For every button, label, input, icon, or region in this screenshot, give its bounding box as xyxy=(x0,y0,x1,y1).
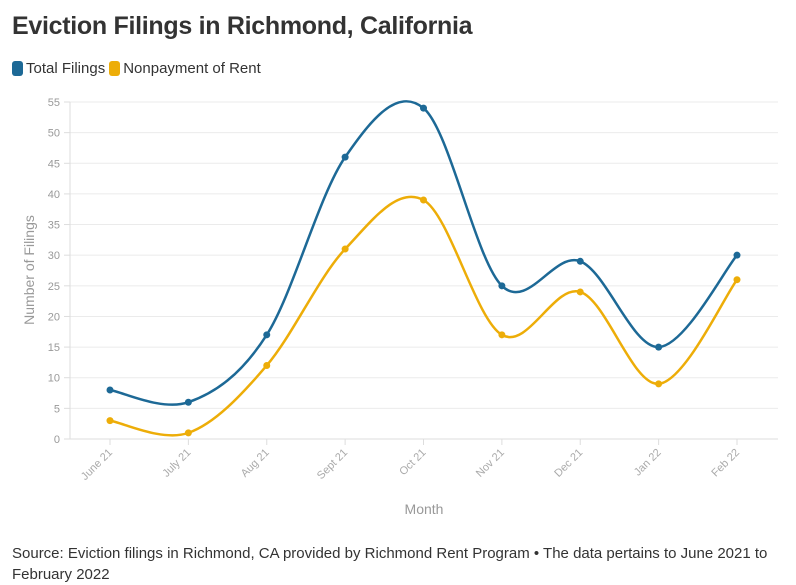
data-point-total xyxy=(184,398,192,406)
legend-item-nonpayment[interactable]: Nonpayment of Rent xyxy=(109,60,261,77)
legend-swatch-total xyxy=(12,61,23,76)
x-tick-label: Oct 21 xyxy=(397,447,428,478)
data-point-nonpayment xyxy=(498,331,506,339)
y-tick-label: 40 xyxy=(48,189,60,201)
data-point-total xyxy=(341,153,349,161)
x-axis-label: Month xyxy=(405,501,444,517)
legend-swatch-nonpayment xyxy=(109,61,121,76)
x-tick-label: Feb 22 xyxy=(709,447,742,480)
data-point-nonpayment xyxy=(263,361,271,369)
x-tick-label: June 21 xyxy=(79,447,115,483)
data-point-nonpayment xyxy=(733,276,741,284)
x-tick-label: Sept 21 xyxy=(315,447,350,482)
legend-item-total[interactable]: Total Filings xyxy=(12,60,105,77)
data-point-total xyxy=(733,251,741,259)
legend-label-total: Total Filings xyxy=(26,60,106,77)
data-point-nonpayment xyxy=(106,417,114,425)
data-point-total xyxy=(263,331,271,339)
y-tick-label: 25 xyxy=(48,281,60,293)
x-tick-label: July 21 xyxy=(160,447,193,480)
y-tick-label: 55 xyxy=(48,97,60,109)
series-line-nonpayment xyxy=(109,195,738,437)
chart-title: Eviction Filings in Richmond, California xyxy=(12,12,473,40)
data-point-total xyxy=(420,104,427,112)
x-tick-label: Jan 22 xyxy=(632,447,664,479)
data-point-nonpayment xyxy=(341,245,349,253)
data-point-total xyxy=(655,343,663,351)
y-tick-label: 10 xyxy=(48,373,60,385)
y-tick-label: 45 xyxy=(48,158,60,170)
y-tick-label: 15 xyxy=(48,342,60,354)
data-point-total xyxy=(498,282,506,290)
y-tick-label: 30 xyxy=(48,250,60,262)
y-tick-label: 5 xyxy=(54,403,60,415)
line-chart: 0 5 10 15 20 25 30 35 40 45 50 55 June 21 July 21 Aug… xyxy=(21,97,778,517)
data-point-nonpayment xyxy=(184,429,192,437)
source-note: Source: Eviction filings in Richmond, CA… xyxy=(12,545,768,583)
y-axis-label: Number of Filings xyxy=(21,215,37,325)
data-point-total xyxy=(576,257,584,265)
legend: Total Filings Nonpayment of Rent xyxy=(12,60,265,77)
x-tick-label: Aug 21 xyxy=(239,447,272,480)
series-line-total xyxy=(109,100,738,406)
y-tick-label: 50 xyxy=(48,128,60,140)
x-tick-label: Dec 21 xyxy=(552,447,585,480)
y-tick-label: 0 xyxy=(54,434,60,446)
data-point-nonpayment xyxy=(420,196,427,204)
data-point-total xyxy=(106,386,114,394)
legend-label-nonpayment: Nonpayment of Rent xyxy=(123,60,261,77)
data-point-nonpayment xyxy=(655,380,663,388)
y-tick-label: 35 xyxy=(48,220,60,232)
y-tick-label: 20 xyxy=(48,311,60,323)
x-tick-label: Nov 21 xyxy=(474,447,507,480)
data-point-nonpayment xyxy=(576,288,584,296)
